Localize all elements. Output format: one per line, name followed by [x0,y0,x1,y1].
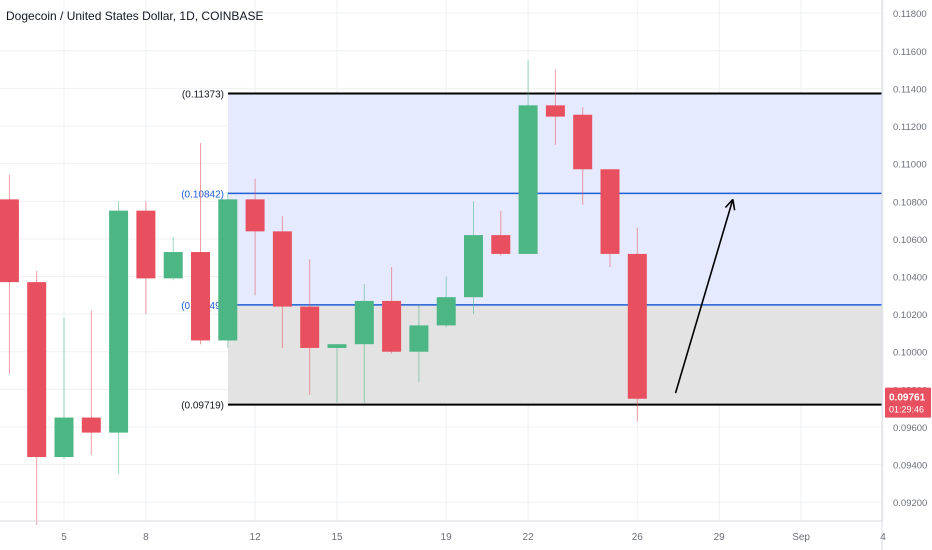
time-tick-label: Sep [792,532,810,543]
candle-body [218,199,238,341]
candle-body [272,231,292,307]
candle-body [136,210,156,279]
price-tick-label: 0.10000 [893,348,927,359]
candle-bearish[interactable] [81,310,101,456]
candle-body [81,417,101,433]
candle-body [491,235,511,254]
fib-level-label: (0.09719) [181,401,224,412]
candle-bearish[interactable] [136,201,156,315]
fib-level-label: (0.11373) [182,89,224,100]
candle-bearish[interactable] [545,69,565,145]
time-tick-label: 8 [143,532,149,543]
price-tick-label: 0.09200 [893,498,927,509]
candle-body [382,300,402,352]
time-tick-label: 12 [250,532,262,543]
time-tick-label: 15 [331,532,343,543]
price-tick-label: 0.09600 [893,423,927,434]
candle-bullish[interactable] [464,201,483,315]
price-tick-label: 0.11400 [893,84,927,95]
price-tick-label: 0.11800 [893,9,927,20]
candle-bullish[interactable] [518,60,538,254]
candle-body [163,252,183,279]
candle-body [191,252,210,341]
candle-body [327,344,347,348]
candle-body [573,114,593,170]
candle-body [354,300,374,345]
price-tick-label: 0.09400 [893,461,927,472]
time-tick-label: 4 [880,532,886,543]
candle-body [54,417,74,458]
candle-body [464,235,483,298]
chart-title: Dogecoin / United States Dollar, 1D, COI… [6,9,264,23]
candle-bullish[interactable] [109,201,129,474]
candle-bearish[interactable] [573,107,593,206]
price-tick-label: 0.11600 [893,47,927,58]
candle-body [545,105,565,117]
candle-bearish[interactable] [382,267,402,354]
candle-bullish[interactable] [163,236,183,281]
arrow-head [732,199,736,211]
candle-bullish[interactable] [436,276,456,328]
candles[interactable] [0,60,647,525]
candle-body [109,210,129,433]
current-price-tag: 0.09761 01:29:46 [885,387,931,418]
fib-level-label: (0.10842) [181,189,224,200]
price-tick-label: 0.10200 [893,310,927,321]
price-tick-label: 0.11200 [893,122,927,133]
time-tick-label: 29 [714,532,726,543]
price-tick-label: 0.11000 [893,160,927,171]
candle-body [245,199,265,232]
time-tick-label: 5 [61,532,67,543]
candle-bearish[interactable] [600,169,620,268]
fib-zone-gray [228,304,882,405]
arrow-head [724,198,734,209]
time-axis[interactable]: 5 8 12 15 19 22 26 29 Sep 4 [0,520,886,543]
candle-bearish[interactable] [272,216,292,348]
candle-bearish[interactable] [0,174,19,375]
price-tick-label: 0.10600 [893,235,927,246]
candle-bullish[interactable] [354,284,374,403]
arrow-shaft [674,199,734,394]
time-tick-label: 19 [441,532,453,543]
price-tag-value: 0.09761 [889,393,926,404]
candle-bearish[interactable] [245,178,265,296]
candle-bearish[interactable] [627,227,647,422]
candle-body [27,282,47,458]
candle-bullish[interactable] [218,191,238,348]
candle-body [436,297,456,326]
candle-body [0,199,19,283]
price-tick-label: 0.10400 [893,272,927,283]
candle-body [600,169,620,254]
candle-bullish[interactable] [409,304,429,382]
candle-body [300,306,320,348]
candle-bullish[interactable] [327,344,347,403]
candle-bearish[interactable] [191,142,210,345]
price-tick-label: 0.10800 [893,197,927,208]
candle-body [518,105,538,254]
forecast-arrow[interactable] [674,198,736,394]
candle-bearish[interactable] [491,210,511,256]
time-tick-label: 26 [632,532,644,543]
price-tag-countdown: 01:29:46 [889,405,924,415]
candle-bearish[interactable] [300,259,320,395]
candle-body [627,253,647,399]
candle-bearish[interactable] [27,270,47,525]
candle-body [409,325,429,352]
price-axis[interactable]: 0.11800 0.11600 0.11400 0.11200 0.11000 0.108… [881,0,927,550]
price-tag-background [885,387,931,418]
time-tick-label: 22 [523,532,535,543]
candle-bullish[interactable] [54,317,74,459]
